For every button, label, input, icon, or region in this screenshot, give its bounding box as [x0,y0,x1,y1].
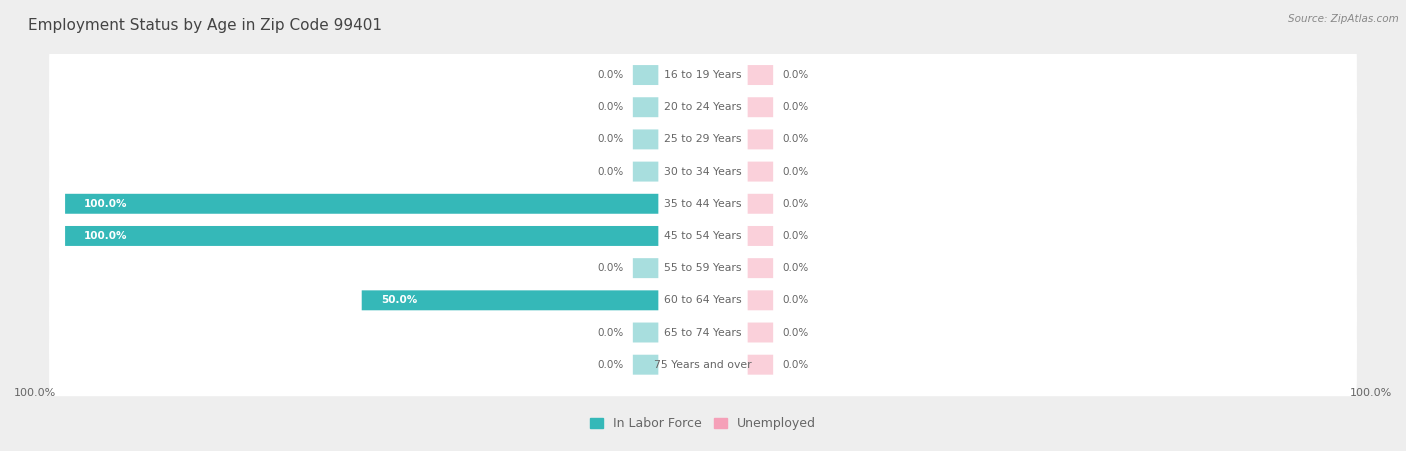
Text: 25 to 29 Years: 25 to 29 Years [664,134,742,144]
Text: 30 to 34 Years: 30 to 34 Years [664,166,742,177]
FancyBboxPatch shape [49,301,1357,364]
Text: 0.0%: 0.0% [598,166,623,177]
FancyBboxPatch shape [49,269,1357,332]
Text: Employment Status by Age in Zip Code 99401: Employment Status by Age in Zip Code 994… [28,18,382,33]
Text: 0.0%: 0.0% [783,134,808,144]
FancyBboxPatch shape [633,258,658,278]
FancyBboxPatch shape [49,43,1357,106]
Text: Source: ZipAtlas.com: Source: ZipAtlas.com [1288,14,1399,23]
Text: 45 to 54 Years: 45 to 54 Years [664,231,742,241]
FancyBboxPatch shape [748,129,773,149]
FancyBboxPatch shape [65,194,658,214]
FancyBboxPatch shape [633,355,658,375]
FancyBboxPatch shape [633,322,658,342]
FancyBboxPatch shape [49,204,1357,267]
Text: 0.0%: 0.0% [783,199,808,209]
Text: 0.0%: 0.0% [598,327,623,337]
Text: 0.0%: 0.0% [783,360,808,370]
Text: 50.0%: 50.0% [381,295,418,305]
FancyBboxPatch shape [49,76,1357,139]
Text: 100.0%: 100.0% [1350,388,1392,398]
FancyBboxPatch shape [748,290,773,310]
Text: 75 Years and over: 75 Years and over [654,360,752,370]
Text: 0.0%: 0.0% [783,231,808,241]
FancyBboxPatch shape [748,97,773,117]
Text: 100.0%: 100.0% [84,231,128,241]
Text: 0.0%: 0.0% [783,327,808,337]
FancyBboxPatch shape [633,129,658,149]
FancyBboxPatch shape [748,322,773,342]
Text: 0.0%: 0.0% [598,102,623,112]
Text: 0.0%: 0.0% [598,70,623,80]
FancyBboxPatch shape [633,97,658,117]
Text: 65 to 74 Years: 65 to 74 Years [664,327,742,337]
FancyBboxPatch shape [633,65,658,85]
Text: 100.0%: 100.0% [14,388,56,398]
FancyBboxPatch shape [748,226,773,246]
FancyBboxPatch shape [49,140,1357,203]
Text: 100.0%: 100.0% [84,199,128,209]
Text: 0.0%: 0.0% [598,360,623,370]
Text: 16 to 19 Years: 16 to 19 Years [664,70,742,80]
FancyBboxPatch shape [65,226,658,246]
Text: 0.0%: 0.0% [598,263,623,273]
Text: 55 to 59 Years: 55 to 59 Years [664,263,742,273]
FancyBboxPatch shape [748,161,773,182]
FancyBboxPatch shape [361,290,658,310]
Text: 60 to 64 Years: 60 to 64 Years [664,295,742,305]
Text: 0.0%: 0.0% [598,134,623,144]
FancyBboxPatch shape [633,161,658,182]
FancyBboxPatch shape [49,237,1357,299]
Text: 20 to 24 Years: 20 to 24 Years [664,102,742,112]
FancyBboxPatch shape [49,333,1357,396]
Text: 0.0%: 0.0% [783,166,808,177]
FancyBboxPatch shape [748,65,773,85]
FancyBboxPatch shape [49,172,1357,235]
Text: 0.0%: 0.0% [783,102,808,112]
Text: 0.0%: 0.0% [783,295,808,305]
Legend: In Labor Force, Unemployed: In Labor Force, Unemployed [585,412,821,435]
FancyBboxPatch shape [748,355,773,375]
Text: 0.0%: 0.0% [783,263,808,273]
FancyBboxPatch shape [748,258,773,278]
FancyBboxPatch shape [49,108,1357,171]
FancyBboxPatch shape [748,194,773,214]
Text: 0.0%: 0.0% [783,70,808,80]
Text: 35 to 44 Years: 35 to 44 Years [664,199,742,209]
